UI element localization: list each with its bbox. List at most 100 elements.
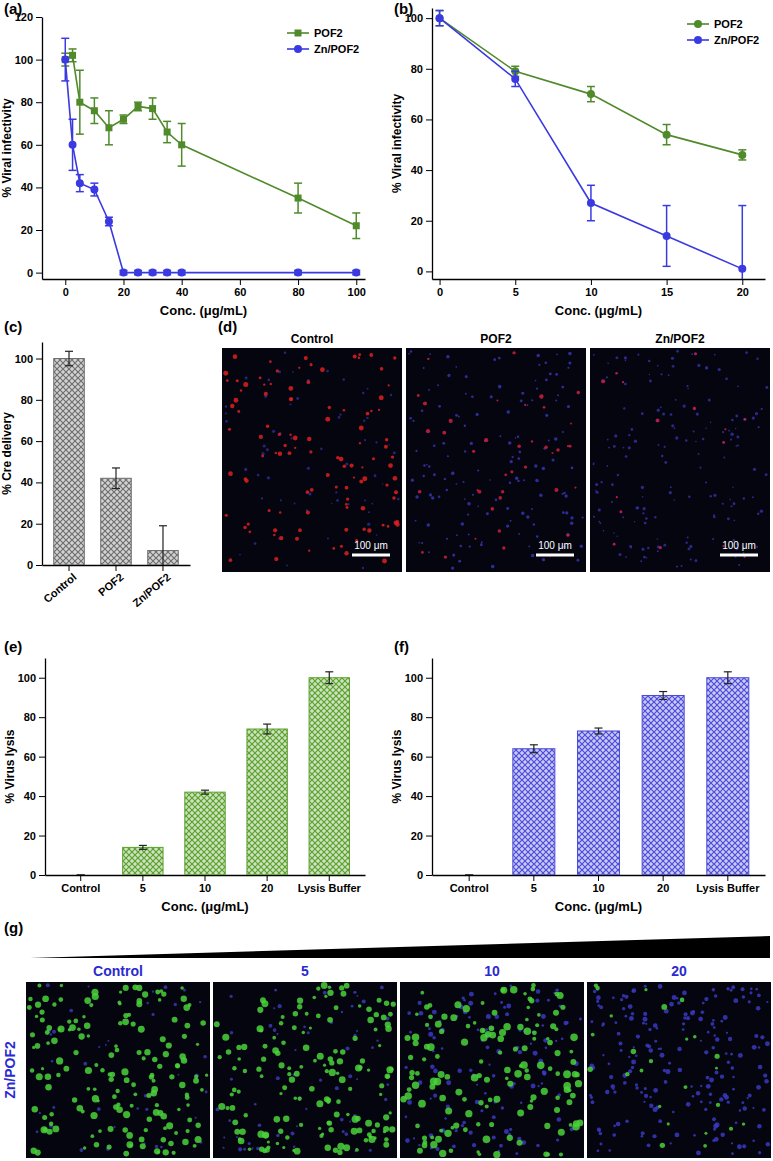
micrograph-cell bbox=[723, 457, 725, 459]
y-axis-tick-mark bbox=[426, 796, 432, 797]
micrograph-cell bbox=[193, 1144, 197, 1148]
error-bar-cap bbox=[530, 752, 538, 753]
micrograph-cell bbox=[230, 1092, 234, 1096]
micrograph-cell bbox=[335, 491, 337, 493]
legend: POF2Zn/POF2 bbox=[287, 27, 359, 55]
micrograph-cell bbox=[69, 1009, 73, 1013]
x-axis-line bbox=[433, 279, 766, 280]
micrograph-cell bbox=[251, 1147, 253, 1149]
micrograph-cell bbox=[289, 1077, 295, 1083]
micrograph-cell bbox=[613, 445, 616, 448]
micrograph-cell bbox=[355, 1064, 362, 1071]
micrograph-cell bbox=[731, 985, 735, 989]
error-bar bbox=[738, 206, 746, 279]
micrograph-cell bbox=[237, 1090, 241, 1094]
micrograph-cell bbox=[42, 1115, 47, 1120]
micrograph-cell bbox=[750, 987, 753, 990]
error-bar-cap bbox=[76, 174, 84, 176]
micrograph-cell bbox=[368, 511, 370, 513]
y-axis-tick-mark bbox=[39, 757, 45, 758]
micrograph-cell bbox=[519, 451, 522, 454]
micrograph-cell bbox=[685, 1037, 688, 1040]
micrograph-cell bbox=[542, 1070, 544, 1072]
micrograph-cell bbox=[737, 1144, 742, 1149]
micrograph-cell bbox=[283, 444, 286, 447]
micrograph-cell bbox=[225, 412, 227, 414]
micrograph-cell bbox=[374, 1027, 378, 1031]
micrograph-cell bbox=[248, 1142, 251, 1145]
micrograph-cell bbox=[484, 438, 488, 442]
micrograph-cell bbox=[628, 1004, 633, 1009]
micrograph-cell bbox=[310, 488, 314, 492]
data-point bbox=[663, 131, 671, 139]
micrograph-cell bbox=[523, 992, 527, 996]
micrograph-cell bbox=[620, 998, 623, 1001]
micrograph-cell bbox=[310, 363, 313, 366]
error-bar bbox=[90, 98, 98, 124]
micrograph-cell bbox=[536, 535, 539, 538]
micrograph-cell bbox=[355, 1116, 361, 1122]
micrograph-cell bbox=[736, 445, 738, 447]
data-point bbox=[119, 269, 127, 277]
y-axis-tick: 100 bbox=[15, 353, 42, 365]
micrograph-cell bbox=[278, 452, 282, 456]
image-panel bbox=[590, 348, 770, 572]
micrograph-cell bbox=[508, 441, 511, 444]
micrograph-cell bbox=[317, 1053, 324, 1060]
micrograph-cell bbox=[378, 1044, 381, 1047]
y-axis-tick-mark bbox=[36, 187, 42, 188]
y-axis-tick: 80 bbox=[24, 711, 45, 723]
y-axis-tick-label: 120 bbox=[15, 11, 33, 23]
micrograph-cell bbox=[575, 1080, 582, 1087]
micrograph-cell bbox=[511, 456, 513, 458]
error-bar-cap bbox=[263, 733, 271, 734]
image-title: Control bbox=[291, 332, 334, 346]
micrograph-cell bbox=[730, 433, 733, 436]
micrograph-cell bbox=[334, 1112, 340, 1118]
micrograph-cell bbox=[294, 1049, 296, 1051]
micrograph-cell bbox=[344, 1132, 348, 1136]
x-axis-tick-label: 100 bbox=[348, 286, 366, 298]
micrograph-cell bbox=[362, 999, 366, 1003]
micrograph-cell bbox=[678, 1068, 683, 1073]
micrograph-cell bbox=[439, 1095, 446, 1102]
micrograph-cell bbox=[147, 1116, 152, 1121]
y-axis-tick-label: 0 bbox=[30, 869, 36, 881]
micrograph-cell bbox=[565, 511, 568, 514]
x-axis-tick: 0 bbox=[63, 279, 69, 298]
micrograph-cell bbox=[411, 479, 414, 482]
micrograph-cell bbox=[664, 1080, 668, 1084]
y-axis-tick-label: 0 bbox=[27, 559, 33, 571]
micrograph-cell bbox=[261, 1057, 266, 1062]
micrograph-cell bbox=[554, 1107, 560, 1113]
error-bar-cap bbox=[587, 220, 595, 222]
micrograph-cell bbox=[648, 1028, 651, 1031]
image-title: Zn/POF2 bbox=[655, 332, 705, 346]
micrograph-cell bbox=[596, 1000, 599, 1003]
micrograph-cell bbox=[384, 1137, 389, 1142]
micrograph-cell bbox=[293, 436, 298, 441]
micrograph-cell bbox=[601, 481, 603, 483]
y-axis-tick: 60 bbox=[24, 751, 45, 763]
micrograph-cell bbox=[327, 1121, 332, 1126]
error-bar-cap bbox=[90, 182, 98, 184]
micrograph-cell bbox=[345, 486, 349, 490]
micrograph-cell bbox=[222, 1034, 229, 1041]
micrograph-cell bbox=[517, 1110, 524, 1117]
micrograph-cell bbox=[257, 1130, 264, 1137]
x-axis-tick-label: 60 bbox=[234, 286, 246, 298]
micrograph-cell bbox=[273, 1028, 277, 1032]
micrograph-cell bbox=[544, 1123, 550, 1129]
bar bbox=[309, 678, 349, 875]
legend-swatch-marker bbox=[694, 36, 702, 44]
micrograph-cell bbox=[652, 1134, 656, 1138]
micrograph-cell bbox=[136, 1107, 139, 1110]
micrograph-cell bbox=[737, 445, 739, 447]
micrograph-cell bbox=[199, 1001, 201, 1003]
image-panel bbox=[587, 982, 771, 1158]
micrograph-cell bbox=[692, 1010, 695, 1013]
micrograph-cell bbox=[685, 439, 688, 442]
error-bar bbox=[587, 87, 595, 102]
x-axis-tick-mark bbox=[65, 279, 66, 285]
y-axis-tick-label: 100 bbox=[405, 12, 423, 24]
